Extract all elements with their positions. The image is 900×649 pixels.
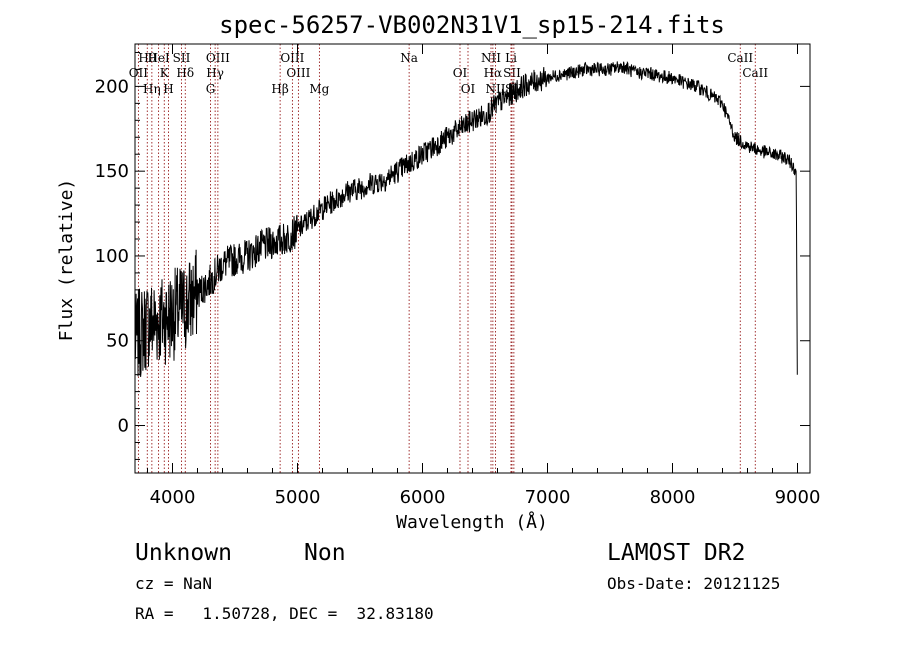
spectral-line-label: Mg: [309, 82, 329, 96]
y-axis-label: Flux (relative): [56, 179, 77, 342]
x-tick-label-2: 6000: [400, 487, 446, 508]
spectral-line-label: K: [160, 66, 170, 80]
spectrum-series: [134, 61, 798, 377]
y-tick-label-1: 50: [106, 331, 129, 352]
spectral-line-label: OI: [461, 82, 476, 96]
spectral-line-label: Hη: [143, 82, 161, 96]
y-tick-label-3: 150: [95, 161, 129, 182]
y-axis-ticks: 0 50 100 150 200: [95, 51, 810, 460]
x-axis-label: Wavelength (Å): [396, 511, 548, 533]
coordinates-readout: RA = 1.50728, DEC = 32.83180: [135, 604, 434, 623]
x-tick-label-0: 4000: [150, 487, 196, 508]
x-tick-label-4: 8000: [650, 487, 696, 508]
spectral-line-label: Hβ: [271, 82, 288, 96]
obs-date: Obs-Date: 20121125: [607, 574, 780, 593]
x-tick-label-3: 7000: [525, 487, 571, 508]
redshift-readout: cz = NaN: [135, 574, 212, 593]
x-tick-label-5: 9000: [775, 487, 821, 508]
spectral-line-label: NII: [486, 82, 506, 96]
survey-name: LAMOST DR2: [607, 540, 745, 566]
object-subclass: Non: [304, 540, 346, 566]
x-axis-ticks: 4000 5000 6000 7000 8000 9000: [147, 44, 821, 508]
spectral-line-markers: [137, 44, 756, 473]
y-tick-label-2: 100: [95, 246, 129, 267]
spectral-line-label: G: [206, 82, 216, 96]
y-tick-label-4: 200: [95, 76, 129, 97]
chart-title: spec-56257-VB002N31V1_sp15-214.fits: [219, 11, 725, 39]
spectral-line-labels: HθOIIHηHeIKHSIIHδGOIIIHγHβOIIIOIIIMgNaOI…: [129, 51, 769, 96]
x-tick-label-1: 5000: [275, 487, 321, 508]
y-tick-label-0: 0: [118, 416, 129, 437]
object-class: Unknown: [135, 540, 232, 566]
spectral-line-label: H: [163, 82, 173, 96]
